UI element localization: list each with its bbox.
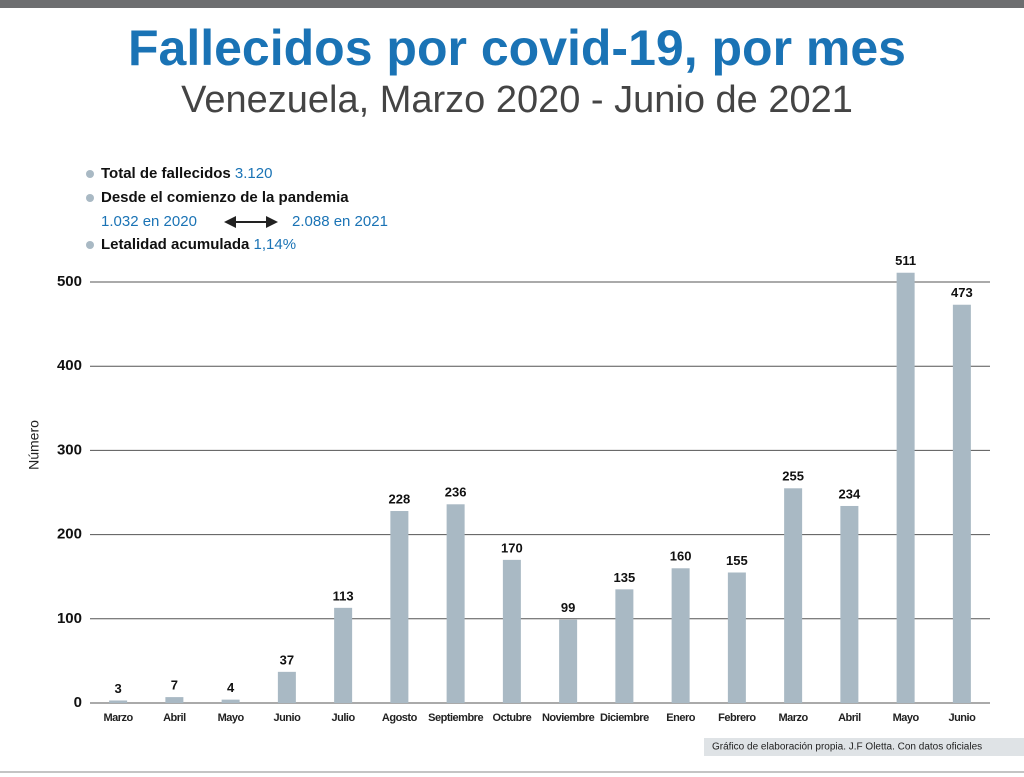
bar [502,559,521,703]
bar [109,700,128,703]
value-label: 170 [501,540,523,555]
x-tick-label: Abril [838,712,861,724]
bar [671,568,690,703]
value-label: 255 [782,469,804,484]
value-label: 3 [115,681,122,696]
y-tick-label: 500 [57,273,82,290]
bar [277,671,296,703]
bar [165,697,184,703]
x-tick-label: Marzo [103,712,133,724]
bullet [86,170,94,178]
bar [559,619,578,703]
double-arrow [224,216,278,228]
x-tick-label: Septiembre [428,712,483,724]
bar [334,607,353,703]
note-label: Desde el comienzo de la pandemia [101,189,349,206]
bar [727,572,746,703]
bullet [86,194,94,202]
value-label: 135 [614,570,636,585]
y-tick-label: 300 [57,441,82,458]
value-label: 7 [171,678,178,693]
bar [390,511,409,703]
value-label: 236 [445,485,467,500]
legend-note: Letalidad acumulada 1,14% [101,236,296,253]
y-tick-label: 400 [57,357,82,374]
bar [446,504,465,703]
value-label: 99 [561,600,575,615]
note-from: 1.032 en 2020 [101,213,197,230]
chart-subtitle: Venezuela, Marzo 2020 - Junio de 2021 [181,79,853,121]
x-tick-label: Diciembre [600,712,649,724]
x-tick-label: Abril [163,712,186,724]
top-band [0,0,1024,8]
bar [952,304,971,703]
value-label: 511 [895,253,916,268]
x-tick-label: Febrero [718,712,756,724]
y-tick-label: 200 [57,526,82,543]
value-label: 113 [333,588,354,603]
bar [840,505,859,703]
x-tick-label: Octubre [493,712,532,724]
x-tick-label: Junio [948,712,976,724]
note-label: Letalidad acumulada [101,236,250,253]
note-value: 3.120 [235,165,273,182]
bar [896,272,915,703]
x-tick-label: Junio [273,712,301,724]
y-axis-label: Número [26,420,42,470]
value-label: 4 [227,680,235,695]
bar [221,699,240,703]
source: Gráfico de elaboración propia. J.F Olett… [712,742,982,753]
x-tick-label: Julio [332,712,356,724]
x-tick-label: Marzo [778,712,808,724]
x-tick-label: Agosto [382,712,418,724]
y-tick-label: 0 [74,694,82,711]
value-label: 228 [389,491,411,506]
x-tick-label: Enero [666,712,695,724]
x-tick-label: Mayo [218,712,245,724]
y-tick-label: 100 [57,610,82,627]
note-label: Total de fallecidos [101,165,231,182]
value-label: 160 [670,549,692,564]
chart-title: Fallecidos por covid-19, por mes [128,20,906,76]
value-label: 234 [839,486,861,501]
note-value: 1,14% [254,236,297,253]
note-to: 2.088 en 2021 [292,213,388,230]
x-tick-label: Mayo [893,712,920,724]
bar [615,589,634,703]
source-box [704,738,1024,756]
value-label: 473 [951,285,973,300]
bullet [86,241,94,249]
value-label: 155 [726,553,748,568]
value-label: 37 [280,652,294,667]
x-tick-label: Noviembre [542,712,595,724]
legend-note: Total de fallecidos 3.120 [101,165,272,182]
bar [784,488,803,703]
